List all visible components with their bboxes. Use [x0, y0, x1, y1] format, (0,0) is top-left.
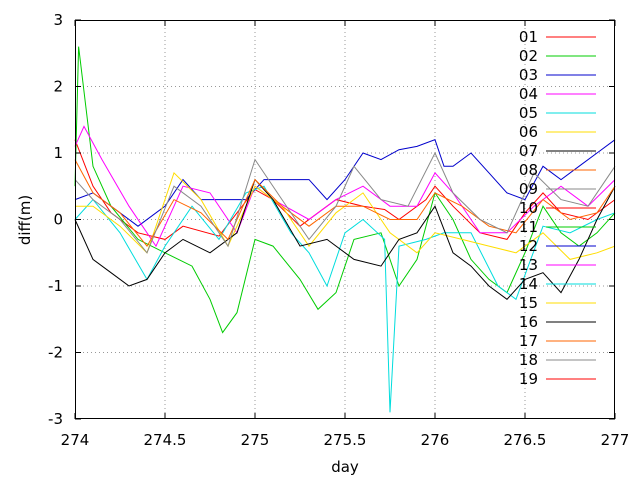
series-lines: [74, 46, 616, 413]
grid-lines: [75, 20, 615, 419]
x-axis-title: day: [331, 458, 359, 476]
legend-label-07: 07: [519, 142, 538, 160]
legend-label-14: 14: [519, 275, 538, 293]
series-line-02: [74, 46, 616, 334]
y-tick-label: 2: [53, 78, 63, 96]
legend-label-13: 13: [519, 256, 538, 274]
legend-label-01: 01: [519, 28, 538, 46]
series-line-09: [74, 151, 616, 254]
y-tick-label: -3: [48, 410, 63, 428]
legend-label-05: 05: [519, 104, 538, 122]
legend-label-04: 04: [519, 85, 538, 103]
x-tick-label: 274.5: [144, 431, 187, 449]
legend-label-10: 10: [519, 199, 538, 217]
series-line-03: [74, 139, 616, 227]
series-line-04: [74, 125, 616, 248]
y-axis-title: diff(m): [16, 195, 34, 245]
series-line-05: [74, 185, 616, 413]
y-tick-label: -2: [48, 344, 63, 362]
legend-label-08: 08: [519, 161, 538, 179]
series-line-06: [75, 171, 616, 260]
series-line-08: [74, 159, 616, 247]
legend-label-19: 19: [519, 370, 538, 388]
y-tick-label: 1: [53, 144, 63, 162]
x-tick-label: 277: [601, 431, 630, 449]
legend-label-06: 06: [519, 123, 538, 141]
legend-label-11: 11: [519, 218, 538, 236]
series-line-07: [74, 178, 616, 300]
legend-label-17: 17: [519, 332, 538, 350]
legend-label-16: 16: [519, 313, 538, 331]
y-tick-label: 3: [53, 11, 63, 29]
x-tick-label: 276: [421, 431, 450, 449]
legend-label-02: 02: [519, 47, 538, 65]
legend-label-15: 15: [519, 294, 538, 312]
y-tick-label: 0: [53, 211, 63, 229]
y-tick-label: -1: [48, 277, 63, 295]
legend-label-09: 09: [519, 180, 538, 198]
legend-label-03: 03: [519, 66, 538, 84]
legend-label-18: 18: [519, 351, 538, 369]
x-tick-label: 275: [241, 431, 270, 449]
x-tick-label: 274: [61, 431, 90, 449]
x-tick-label: 276.5: [504, 431, 547, 449]
x-tick-label: 275.5: [324, 431, 367, 449]
legend-label-12: 12: [519, 237, 538, 255]
